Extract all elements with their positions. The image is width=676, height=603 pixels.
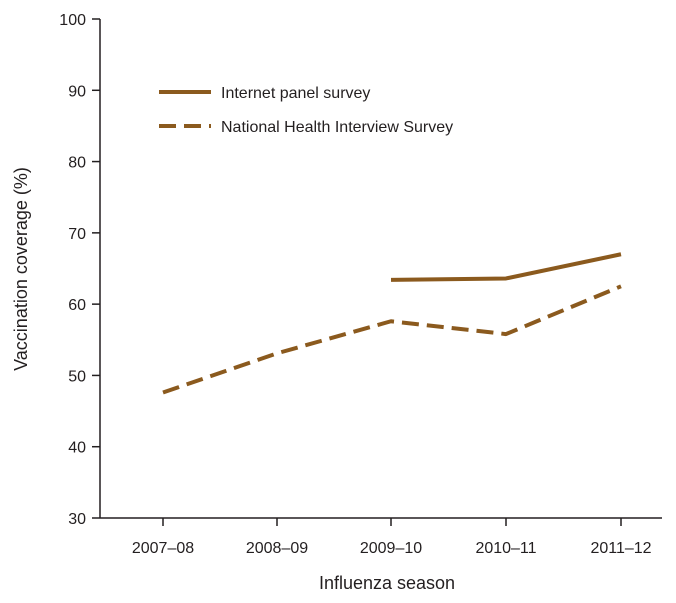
y-tick-label: 60 (68, 297, 86, 314)
x-tick-label: 2008–09 (246, 540, 308, 557)
series-layer (162, 252, 622, 395)
y-tick-label: 90 (68, 83, 86, 100)
y-tick-label: 70 (68, 226, 86, 243)
legend-label: Internet panel survey (221, 85, 370, 102)
y-axis-title: Vaccination coverage (%) (11, 167, 31, 371)
y-tick-label: 100 (59, 12, 86, 29)
nhis-series-line (162, 284, 622, 395)
y-tick-label: 80 (68, 155, 86, 172)
x-tick-label: 2007–08 (132, 540, 194, 557)
x-tick-label: 2009–10 (360, 540, 422, 557)
x-tick-label: 2011–12 (590, 540, 651, 557)
legend: Internet panel survey National Health Int… (159, 85, 453, 136)
x-axis-title: Influenza season (319, 573, 455, 593)
x-ticks: 2007–08 2008–09 2009–10 2010–11 2011–12 (132, 518, 652, 557)
y-tick-label: 40 (68, 440, 86, 457)
y-tick-label: 30 (68, 511, 86, 528)
internet-panel-series-line (390, 252, 622, 282)
axes (99, 19, 662, 519)
legend-label: National Health Interview Survey (221, 119, 453, 136)
x-tick-label: 2010–11 (475, 540, 536, 557)
y-ticks: 30 40 50 60 70 80 90 100 (59, 12, 100, 528)
y-tick-label: 50 (68, 368, 86, 385)
